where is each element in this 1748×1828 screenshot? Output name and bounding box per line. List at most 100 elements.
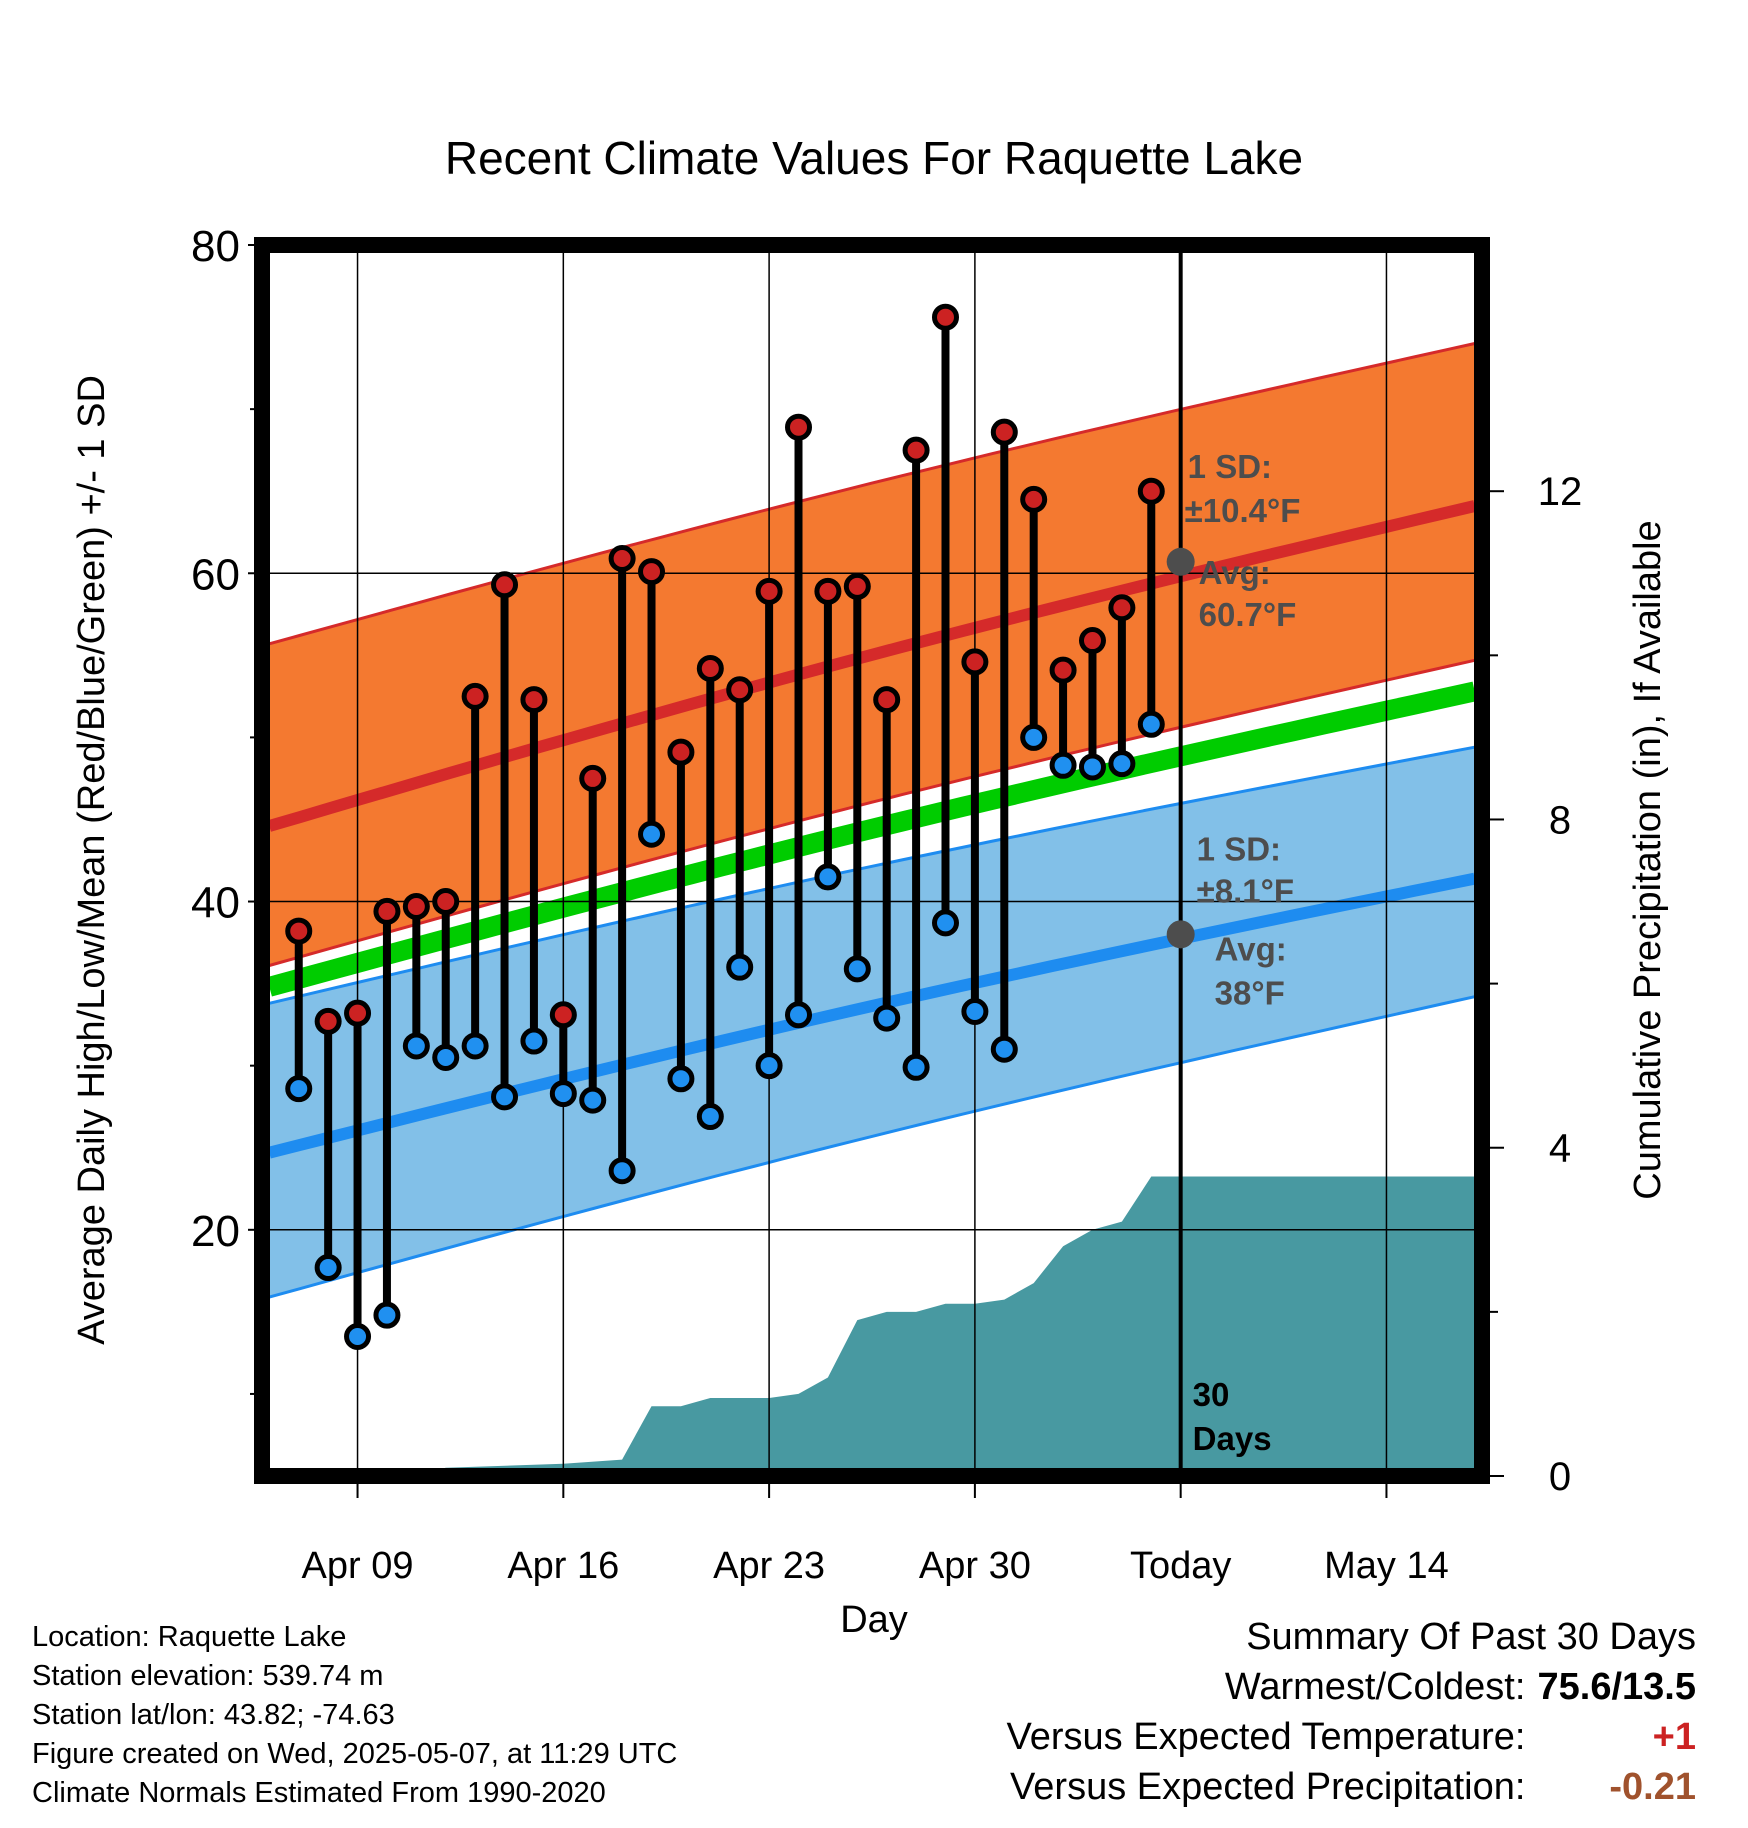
precipitation-area (269, 1176, 1475, 1476)
daily-high-point (549, 1001, 577, 1029)
daily-high-point (1020, 485, 1048, 513)
high-avg-value: 60.7°F (1199, 596, 1297, 633)
daily-high-point (755, 577, 783, 605)
summary-temperature: Versus Expected Temperature: +1 (1007, 1712, 1696, 1762)
daily-high-point (814, 577, 842, 605)
y-tick-label: 40 (191, 879, 240, 928)
daily-low-point (1049, 751, 1077, 779)
y-tick-label: 60 (191, 550, 240, 599)
observations (285, 303, 1165, 1350)
period-label-number: 30 (1193, 1376, 1230, 1413)
y2-tick-label: 4 (1549, 1127, 1571, 1171)
daily-high-point (1078, 627, 1106, 655)
x-tick-label: May 14 (1324, 1545, 1449, 1587)
x-tick-label: Apr 23 (713, 1545, 825, 1587)
daily-low-point (902, 1053, 930, 1081)
y2-tick-label: 8 (1549, 798, 1571, 842)
daily-high-point (638, 558, 666, 586)
daily-low-point (285, 1075, 313, 1103)
daily-high-point (608, 544, 636, 572)
daily-low-point (549, 1080, 577, 1108)
location-text: Location: Raquette Lake (32, 1621, 347, 1653)
daily-high-point (579, 764, 607, 792)
daily-low-point (726, 953, 754, 981)
daily-high-point (1137, 477, 1165, 505)
daily-high-point (873, 686, 901, 714)
daily-high-point (667, 738, 695, 766)
daily-high-point (696, 654, 724, 682)
y2-tick-label: 12 (1538, 470, 1583, 514)
daily-high-point (432, 888, 460, 916)
x-tick-label: Apr 16 (507, 1545, 619, 1587)
low-sd-band-lower-edge (268, 995, 1476, 1299)
daily-low-point (461, 1032, 489, 1060)
precip-label: Versus Expected Precipitation: (1010, 1766, 1526, 1808)
plot-inner (262, 245, 1482, 1476)
summary-warm-cold: Warmest/Coldest: 75.6/13.5 (1007, 1662, 1696, 1712)
daily-low-point (520, 1027, 548, 1055)
low-avg-value: 38°F (1215, 974, 1285, 1011)
daily-low-point (1108, 750, 1136, 778)
low-sd-band-upper-edge (268, 745, 1475, 1005)
daily-low-point (814, 863, 842, 891)
daily-high-point (902, 436, 930, 464)
daily-low-point (1137, 710, 1165, 738)
daily-low-point (491, 1083, 519, 1111)
daily-low-point (432, 1043, 460, 1071)
y2-tick-label: 0 (1549, 1455, 1571, 1499)
daily-low-point (990, 1035, 1018, 1063)
low-sd-value: ±8.1°F (1197, 872, 1294, 909)
high-avg-label: Avg: (1199, 554, 1271, 591)
low-sd-label: 1 SD: (1197, 830, 1281, 867)
low-sd-band (269, 747, 1475, 1298)
high-sd-band-lower-edge (268, 658, 1476, 967)
daily-low-point (402, 1032, 430, 1060)
daily-high-point (285, 917, 313, 945)
chart-title: Recent Climate Values For Raquette Lake (445, 132, 1303, 184)
daily-high-point (785, 413, 813, 441)
daily-low-point (314, 1254, 342, 1282)
daily-high-point (931, 303, 959, 331)
daily-high-point (344, 999, 372, 1027)
elevation-text: Station elevation: 539.74 m (32, 1660, 384, 1692)
normal-mean-line (266, 681, 1477, 997)
period-label-unit: Days (1193, 1420, 1272, 1457)
created-text: Figure created on Wed, 2025-05-07, at 11… (32, 1738, 678, 1770)
y2-axis-label: Cumulative Precipitation (in), If Availa… (1627, 520, 1669, 1199)
daily-low-point (873, 1004, 901, 1032)
summary-title: Summary Of Past 30 Days (1246, 1616, 1696, 1658)
daily-low-point (931, 909, 959, 937)
low-avg-label: Avg: (1215, 930, 1287, 967)
x-axis-label: Day (840, 1599, 908, 1641)
daily-high-point (402, 892, 430, 920)
daily-high-point (520, 686, 548, 714)
daily-high-point (461, 682, 489, 710)
warm-cold-label: Warmest/Coldest: (1224, 1666, 1526, 1708)
temp-value: +1 (1652, 1716, 1696, 1758)
x-tick-label: Today (1130, 1545, 1231, 1587)
daily-low-point (344, 1322, 372, 1350)
high-avg-marker (1166, 547, 1195, 576)
x-tick-label: Apr 30 (919, 1545, 1031, 1587)
normals-text: Climate Normals Estimated From 1990-2020 (32, 1777, 606, 1809)
y-tick-label: 20 (191, 1207, 240, 1256)
daily-low-point (843, 955, 871, 983)
summary-panel: Summary Of Past 30 Days Warmest/Coldest:… (1007, 1612, 1696, 1812)
daily-high-point (314, 1007, 342, 1035)
summary-precipitation: Versus Expected Precipitation: -0.21 (1007, 1762, 1696, 1812)
station-info: Location: Raquette Lake Station elevatio… (32, 1618, 677, 1813)
high-sd-value: ±10.4°F (1185, 492, 1301, 529)
daily-low-point (373, 1301, 401, 1329)
daily-low-point (579, 1086, 607, 1114)
latlon-text: Station lat/lon: 43.82; -74.63 (32, 1699, 395, 1731)
plot-area: 1 SD: ±10.4°F Avg: 60.7°F 1 SD: ±8.1°F Avg: 38°… (191, 222, 1582, 1587)
x-tick-label: Apr 09 (302, 1545, 414, 1587)
daily-high-point (961, 648, 989, 676)
daily-high-point (1108, 594, 1136, 622)
daily-low-point (1078, 753, 1106, 781)
normal-low-line (267, 872, 1476, 1159)
daily-high-point (1049, 656, 1077, 684)
low-avg-marker (1166, 920, 1195, 949)
y-tick-label: 80 (191, 222, 240, 271)
